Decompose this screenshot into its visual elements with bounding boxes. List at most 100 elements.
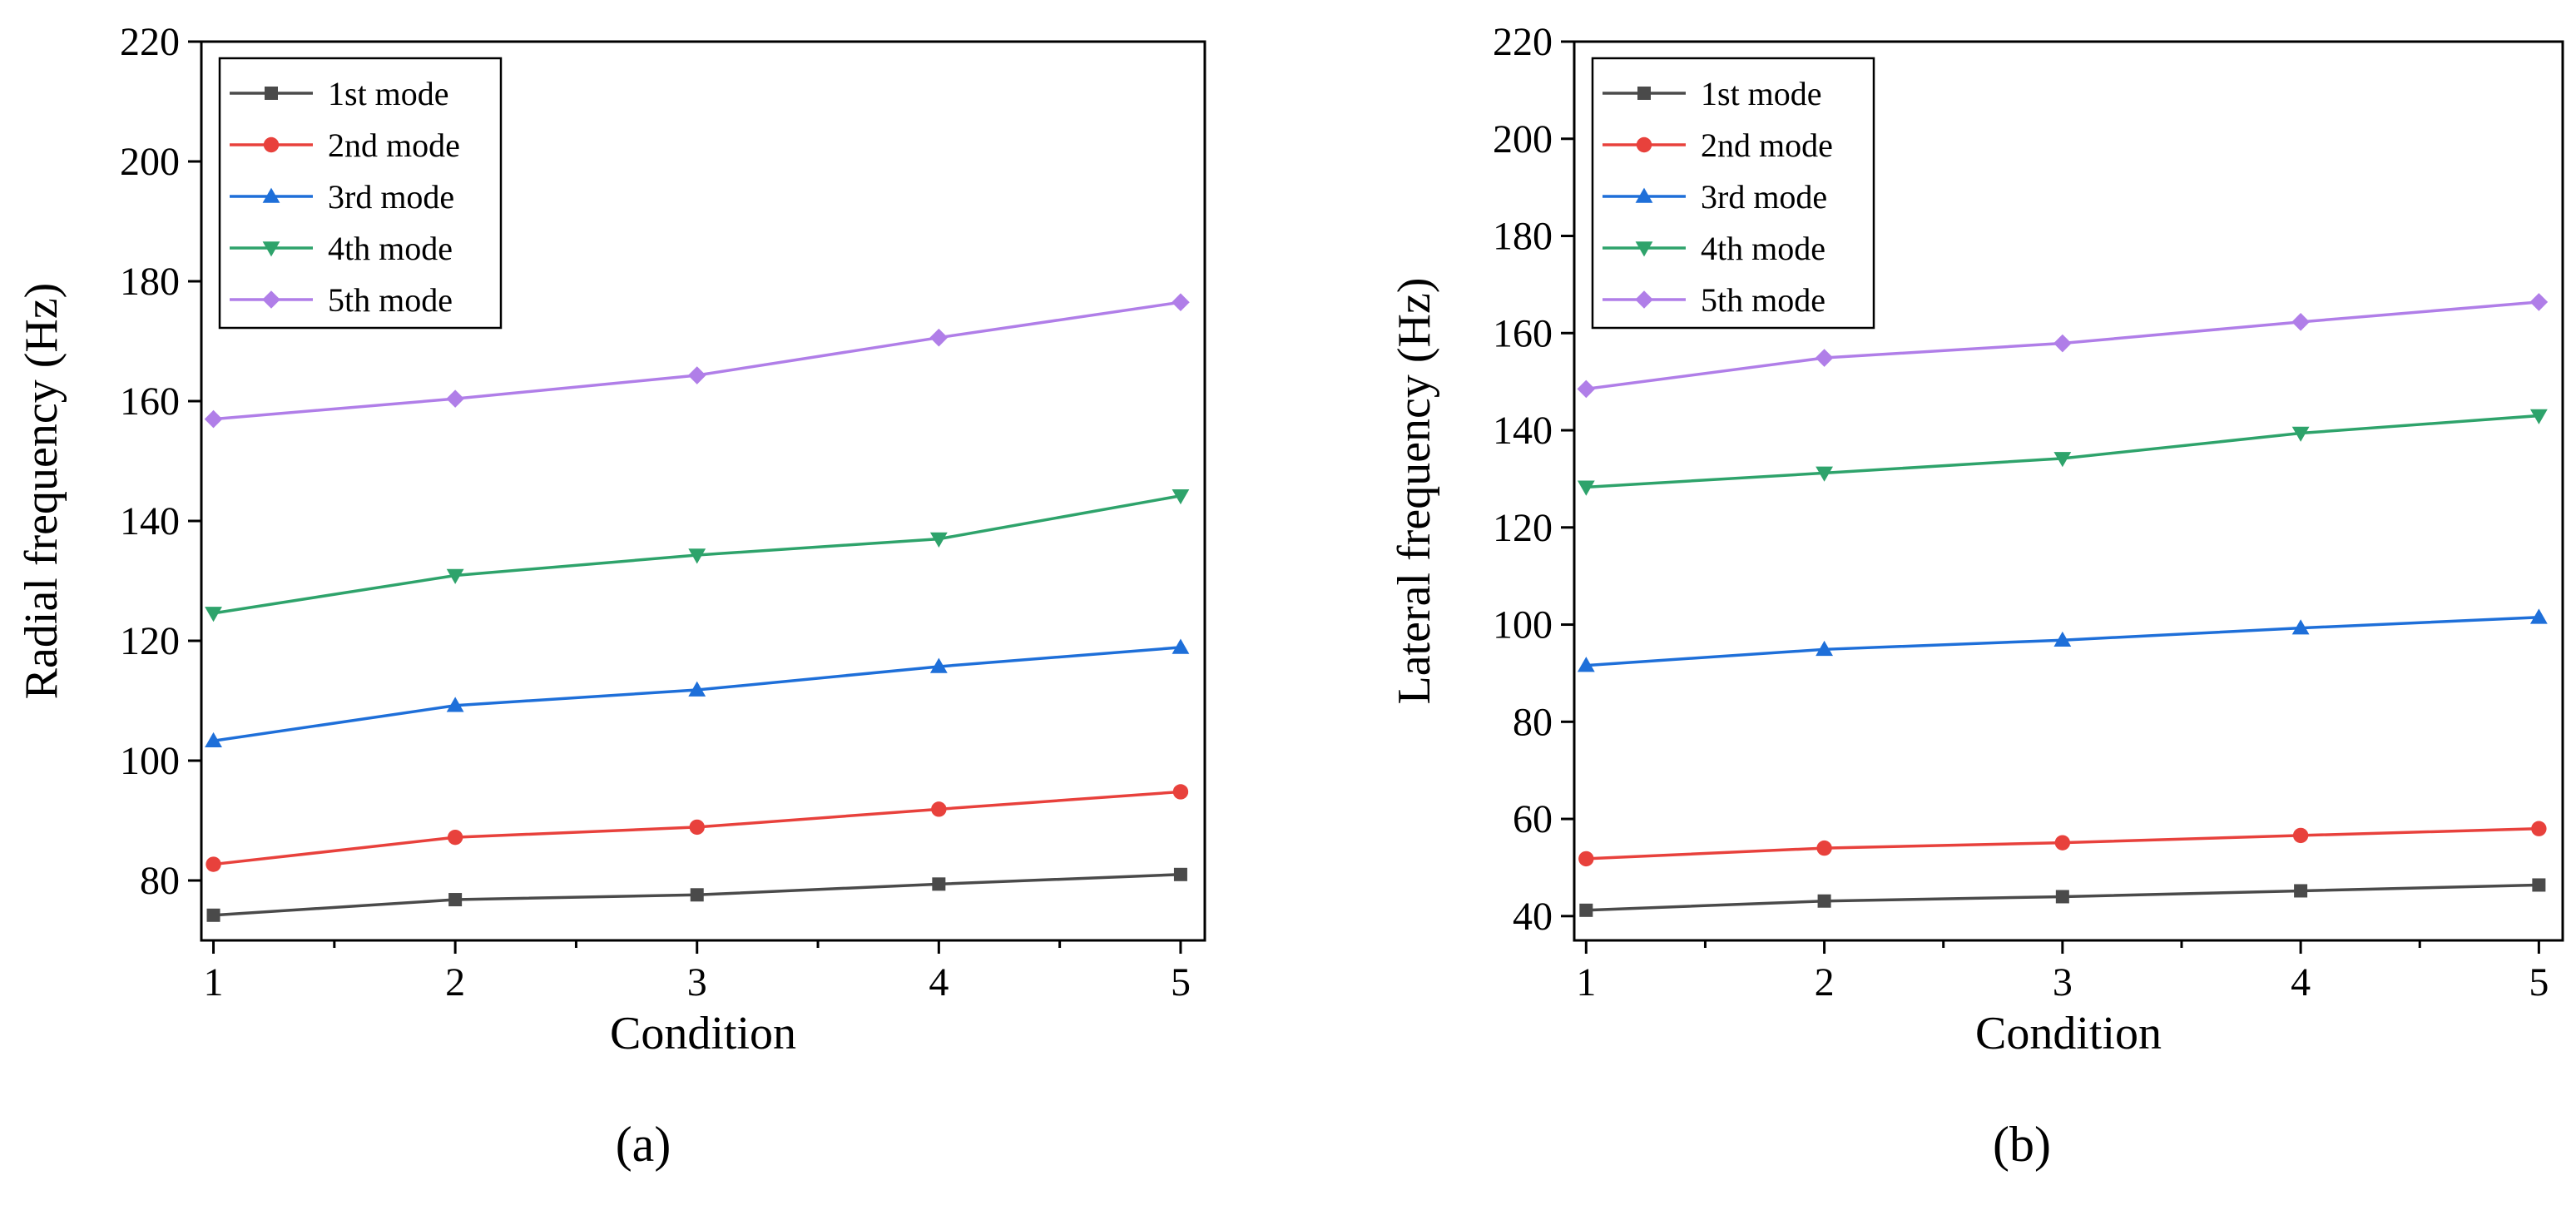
y-axis-title: Radial frequency (Hz) (16, 283, 67, 700)
legend-marker (263, 136, 280, 153)
y-tick-label: 120 (1493, 506, 1553, 550)
legend-marker (262, 187, 280, 203)
data-point (1817, 894, 1831, 908)
data-point (1172, 784, 1189, 800)
data-point (1579, 903, 1593, 917)
data-point (929, 328, 949, 347)
plot-frame (200, 40, 1206, 942)
legend-label: 2nd mode (1701, 126, 1833, 164)
data-point (2529, 608, 2548, 624)
data-point (2291, 619, 2310, 635)
series-2nd-mode (206, 784, 1189, 872)
data-point (446, 568, 464, 584)
data-point (2529, 409, 2548, 424)
data-point (2529, 293, 2549, 311)
legend-marker (265, 87, 278, 100)
panel-label: (b) (1993, 1117, 2051, 1172)
y-tick-label: 140 (120, 499, 180, 543)
data-point (688, 548, 706, 564)
x-tick-label: 1 (204, 960, 224, 1004)
legend-marker (262, 241, 280, 257)
data-point (1172, 638, 1190, 654)
data-point (688, 681, 706, 697)
series-4th-mode (1577, 409, 2548, 496)
legend-marker (1637, 87, 1651, 100)
y-tick-label: 160 (1493, 311, 1553, 355)
y-tick-label: 140 (1493, 409, 1553, 453)
data-point (1578, 851, 1594, 867)
y-tick-label: 180 (120, 260, 180, 304)
data-point (1815, 349, 1834, 367)
data-point (204, 409, 223, 429)
data-point (2291, 426, 2310, 442)
x-axis-title: Condition (610, 1008, 796, 1059)
data-point (2291, 313, 2310, 331)
legend-label: 3rd mode (328, 178, 454, 216)
series-3rd-mode (205, 638, 1190, 748)
y-tick-label: 220 (1493, 20, 1553, 64)
legend-label: 5th mode (328, 281, 453, 319)
data-point (1172, 293, 1190, 311)
x-tick-label: 2 (445, 960, 465, 1004)
series-5th-mode (204, 293, 1190, 429)
data-point (932, 877, 946, 891)
y-tick-label: 220 (120, 20, 180, 64)
x-tick-label: 3 (687, 960, 707, 1004)
data-point (1816, 640, 1833, 657)
data-point (689, 819, 705, 836)
legend-label: 1st mode (328, 75, 449, 112)
legend-label: 4th mode (328, 230, 453, 267)
data-point (929, 532, 948, 548)
data-point (2292, 827, 2309, 844)
legend-box (218, 57, 503, 330)
y-tick-label: 80 (140, 859, 180, 903)
data-point (929, 657, 948, 673)
x-tick-label: 3 (2053, 960, 2073, 1004)
y-tick-label: 160 (120, 379, 180, 424)
legend-marker (1635, 241, 1653, 257)
data-point (690, 888, 704, 902)
data-point (1577, 480, 1595, 496)
y-tick-label: 200 (120, 140, 180, 184)
x-tick-label: 1 (1576, 960, 1596, 1004)
legend-label: 4th mode (1701, 230, 1825, 267)
data-point (2531, 821, 2547, 836)
chart-panel-b: 40 60 80 100 120 140 160 180 200 220 1 2 3 4 5 Conditio… (1389, 20, 2564, 1172)
data-point (1816, 466, 1833, 482)
data-point (2053, 452, 2072, 468)
series-3rd-mode (1577, 608, 2548, 672)
data-point (2294, 884, 2308, 898)
x-axis-title: Condition (1975, 1008, 2162, 1059)
x-tick-label: 4 (2291, 960, 2311, 1004)
series-1st-mode (1579, 878, 2546, 917)
legend-marker (1636, 136, 1652, 153)
legend: 1st mode 2nd mode 3rd mode 4th mode 5th mode (218, 57, 503, 330)
y-tick-label: 80 (1513, 700, 1553, 744)
y-tick-label: 200 (1493, 117, 1553, 161)
legend-marker (262, 290, 280, 309)
data-point (2053, 631, 2072, 647)
data-point (1172, 489, 1190, 505)
plot-frame (1573, 40, 2564, 942)
data-point (206, 908, 220, 922)
data-point (1816, 840, 1832, 856)
series-4th-mode (205, 489, 1190, 622)
legend-marker (1635, 290, 1653, 309)
data-point (1577, 657, 1595, 672)
x-tick-label: 4 (929, 960, 949, 1004)
series-line (1586, 414, 2539, 489)
data-point (2055, 890, 2069, 904)
data-point (446, 389, 464, 408)
series-1st-mode (206, 867, 1187, 922)
legend: 1st mode 2nd mode 3rd mode 4th mode 5th mode (1591, 57, 1875, 330)
y-tick-label: 40 (1513, 895, 1553, 939)
data-point (2532, 878, 2546, 892)
legend-label: 3rd mode (1701, 178, 1827, 216)
data-point (205, 607, 222, 622)
x-tick-label: 5 (1171, 960, 1191, 1004)
y-tick-label: 60 (1513, 797, 1553, 841)
y-tick-label: 120 (120, 619, 180, 663)
series-2nd-mode (1578, 821, 2547, 867)
y-tick-label: 100 (120, 739, 180, 783)
data-point (687, 366, 706, 384)
